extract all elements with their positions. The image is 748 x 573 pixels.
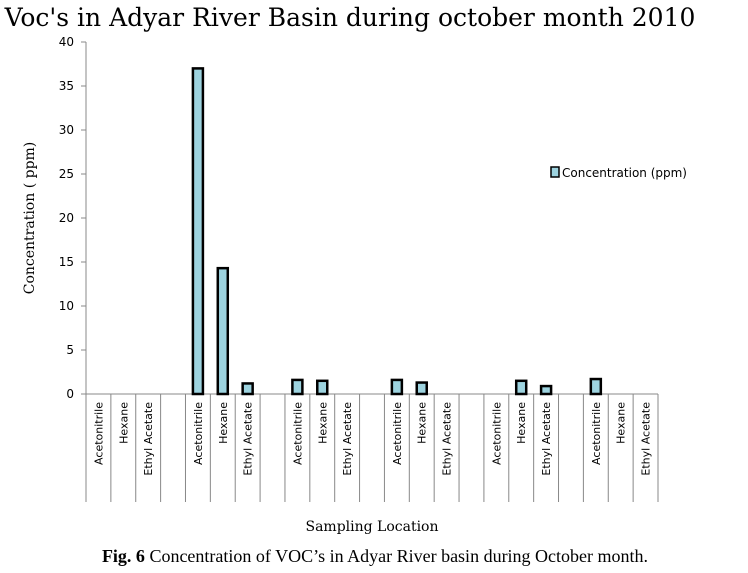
y-tick-label: 20	[59, 211, 74, 225]
bar	[390, 378, 404, 396]
x-tick-label: Ethyl Acetate	[441, 402, 454, 476]
bars	[191, 67, 603, 396]
legend: Concentration (ppm)	[550, 166, 687, 180]
x-tick-label: Ethyl Acetate	[242, 402, 255, 476]
bar	[191, 67, 205, 396]
y-tick-label: 0	[66, 387, 74, 401]
x-tick-label: Hexane	[117, 402, 130, 444]
bar	[514, 379, 528, 396]
x-tick-label: Acetonitrile	[192, 402, 205, 465]
y-tick-label: 15	[59, 255, 74, 269]
y-axis: 0 5 10 15 20 25 30 35 40	[59, 35, 87, 401]
figure-caption-label: Fig. 6	[102, 546, 145, 566]
x-tick-label: Hexane	[515, 402, 528, 444]
figure-caption: Fig. 6 Concentration of VOC’s in Adyar R…	[102, 546, 648, 566]
x-tick-label: Hexane	[615, 402, 628, 444]
x-tick-label: Hexane	[316, 402, 329, 444]
x-axis	[85, 393, 659, 502]
x-tick-label: Acetonitrile	[590, 402, 603, 465]
legend-swatch	[550, 166, 560, 178]
bar	[539, 384, 553, 396]
y-tick-label: 25	[59, 167, 74, 181]
x-tick-label: Acetonitrile	[490, 402, 503, 465]
chart-title: Voc's in Adyar River Basin during octobe…	[4, 3, 696, 32]
x-tick-label: Ethyl Acetate	[540, 402, 553, 476]
y-tick-label: 10	[59, 299, 74, 313]
bar	[589, 377, 603, 396]
x-tick-label: Ethyl Acetate	[142, 402, 155, 476]
bar	[316, 379, 329, 396]
bar	[216, 266, 230, 396]
x-tick-label: Ethyl Acetate	[341, 402, 354, 476]
y-tick-label: 5	[66, 343, 74, 357]
y-tick-label: 40	[59, 35, 74, 49]
x-axis-label: Sampling Location	[305, 519, 438, 535]
y-tick-label: 35	[59, 79, 74, 93]
legend-label: Concentration (ppm)	[562, 166, 687, 180]
figure-caption-text: Concentration of VOC’s in Adyar River ba…	[145, 546, 648, 566]
bar	[241, 382, 254, 396]
x-tick-label: Ethyl Acetate	[640, 402, 653, 476]
x-tick-label: Acetonitrile	[92, 402, 105, 465]
bar	[415, 381, 428, 396]
x-tick-label: Acetonitrile	[391, 402, 404, 465]
y-axis-label: Concentration ( ppm)	[22, 142, 38, 295]
y-tick-label: 30	[59, 123, 74, 137]
x-tick-labels: Acetonitrile Hexane Ethyl Acetate Acetonitr…	[92, 402, 652, 476]
bar	[291, 378, 304, 396]
x-tick-label: Hexane	[217, 402, 230, 444]
x-tick-label: Acetonitrile	[291, 402, 304, 465]
x-tick-label: Hexane	[416, 402, 429, 444]
